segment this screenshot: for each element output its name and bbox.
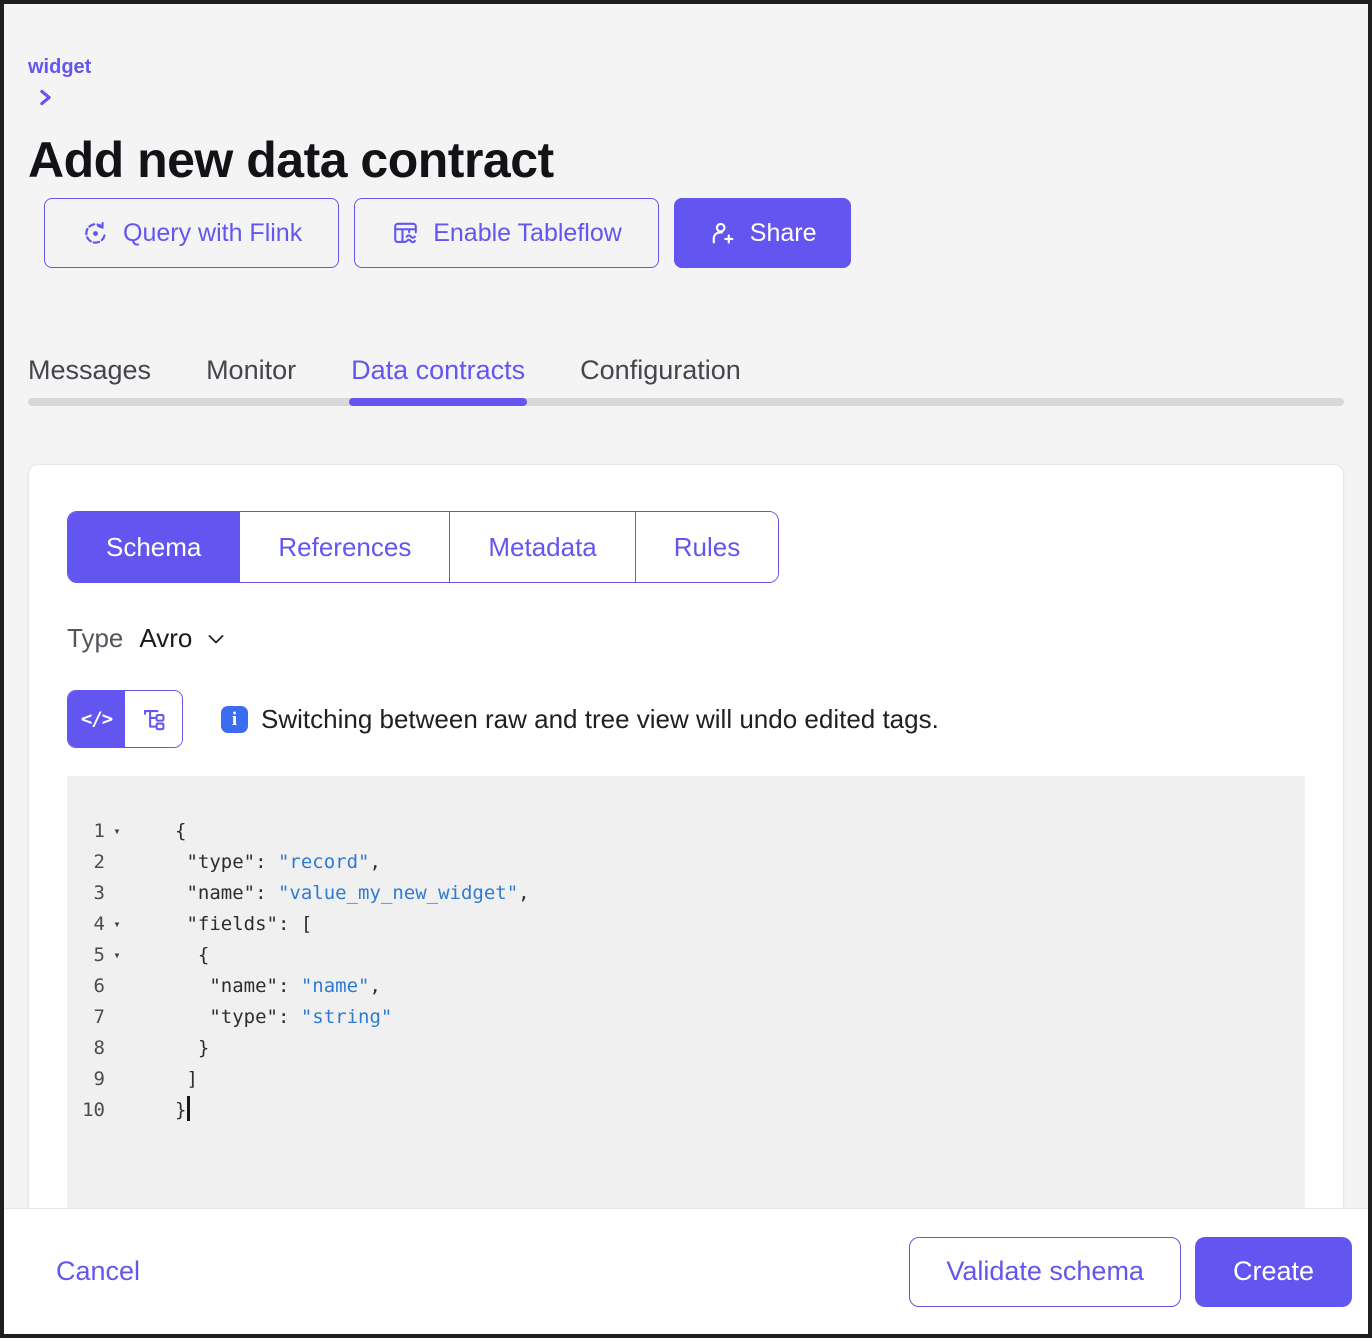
code-text: "type": "record", [175,851,381,873]
page-title: Add new data contract [28,132,554,188]
tab-metadata[interactable]: Metadata [449,512,635,582]
fold-toggle-icon[interactable]: ▾ [113,917,121,931]
data-contract-card: Schema References Metadata Rules Type Av… [28,464,1344,1334]
info-note: i Switching between raw and tree view wi… [221,704,939,735]
code-text: "name": "value_my_new_widget", [175,882,530,904]
line-number: 4 [93,913,105,935]
main-content: widget Add new data contract Query with … [4,4,1368,1334]
tableflow-icon [391,219,420,248]
share-button[interactable]: Share [673,198,851,268]
info-note-text: Switching between raw and tree view will… [261,703,939,734]
enable-tableflow-button[interactable]: Enable Tableflow [354,198,659,268]
type-row: Type Avro [67,623,1305,654]
code-line[interactable]: 10} [67,1095,1305,1126]
fold-gutter [105,971,129,1002]
tab-data-contracts[interactable]: Data contracts [349,355,528,406]
tab-track [28,398,1344,406]
tab-references[interactable]: References [239,512,450,582]
tab-schema[interactable]: Schema [68,512,240,582]
chevron-down-icon [204,627,228,651]
text-cursor [187,1096,190,1121]
code-text: "name": "name", [175,975,381,997]
code-text: { [175,820,187,842]
create-button[interactable]: Create [1194,1236,1352,1307]
tab-configuration[interactable]: Configuration [580,355,741,385]
tree-view-button[interactable] [125,691,182,747]
fold-gutter [105,1064,129,1095]
breadcrumb-link-widget[interactable]: widget [28,56,92,78]
type-dropdown-value: Avro [139,623,193,653]
action-buttons: Query with Flink Enable Tableflow [44,198,1348,268]
flink-icon [81,219,110,248]
validate-schema-button[interactable]: Validate schema [909,1236,1181,1307]
code-view-icon: </> [80,708,113,730]
code-line[interactable]: 4 ▾ "fields": [ [67,909,1305,940]
fold-gutter [105,1002,129,1033]
add-user-icon [708,219,737,248]
code-text: { [175,944,210,966]
code-line[interactable]: 3 "name": "value_my_new_widget", [67,878,1305,909]
share-label: Share [749,218,817,247]
tab-bar: Messages Monitor Data contracts Configur… [28,354,1344,406]
chevron-right-icon [38,86,1348,108]
type-label: Type [67,623,124,653]
code-line[interactable]: 8 } [67,1033,1305,1064]
line-number: 10 [82,1099,105,1121]
tab-monitor[interactable]: Monitor [206,355,297,385]
code-text: "fields": [ [175,913,313,935]
tab-rules[interactable]: Rules [634,512,779,582]
breadcrumb: widget [28,54,1348,80]
code-text: } [129,1095,190,1126]
line-number: 6 [93,975,105,997]
code-line[interactable]: 7 "type": "string" [67,1002,1305,1033]
line-number: 3 [93,882,105,904]
fold-toggle-icon[interactable]: ▾ [113,824,121,838]
code-text: "type": "string" [175,1006,393,1028]
code-text: } [175,1037,210,1059]
query-with-flink-button[interactable]: Query with Flink [44,198,340,268]
code-line[interactable]: 2 "type": "record", [67,847,1305,878]
type-dropdown[interactable]: Avro [139,623,228,654]
code-lines: 1 ▾{2 "type": "record", 3 "name": "value_m… [67,816,1305,1126]
info-icon: i [221,705,248,733]
raw-view-button[interactable]: </> [68,691,125,747]
fold-gutter [105,1095,129,1126]
line-number: 7 [93,1006,105,1028]
cancel-button[interactable]: Cancel [56,1256,141,1286]
fold-gutter [105,878,129,909]
line-number: 9 [93,1068,105,1090]
code-line[interactable]: 5 ▾ { [67,940,1305,971]
fold-gutter [105,847,129,878]
fold-toggle-icon[interactable]: ▾ [113,948,121,962]
tab-messages[interactable]: Messages [28,355,152,385]
footer-bar: Cancel Validate schema Create [4,1208,1368,1334]
line-number: 1 [93,820,105,842]
line-number: 2 [93,851,105,873]
view-toggle-row: </> i Switching betwee [67,690,1305,748]
line-number: 5 [93,944,105,966]
code-text: ] [175,1068,198,1090]
code-line[interactable]: 6 "name": "name", [67,971,1305,1002]
enable-tableflow-label: Enable Tableflow [433,218,622,247]
view-toggle: </> [67,690,183,748]
code-line[interactable]: 1 ▾ { [67,816,1305,847]
code-line[interactable]: 9 ] [67,1064,1305,1095]
query-with-flink-label: Query with Flink [123,218,303,247]
line-number: 8 [93,1037,105,1059]
fold-gutter [105,1033,129,1064]
tree-view-icon [140,706,167,733]
contract-section-tabs: Schema References Metadata Rules [67,511,780,583]
